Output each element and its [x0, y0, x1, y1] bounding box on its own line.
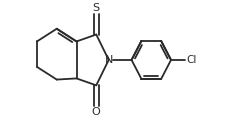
Text: S: S [93, 3, 100, 13]
Text: N: N [105, 55, 113, 65]
Text: Cl: Cl [186, 55, 196, 65]
Text: O: O [92, 107, 101, 117]
